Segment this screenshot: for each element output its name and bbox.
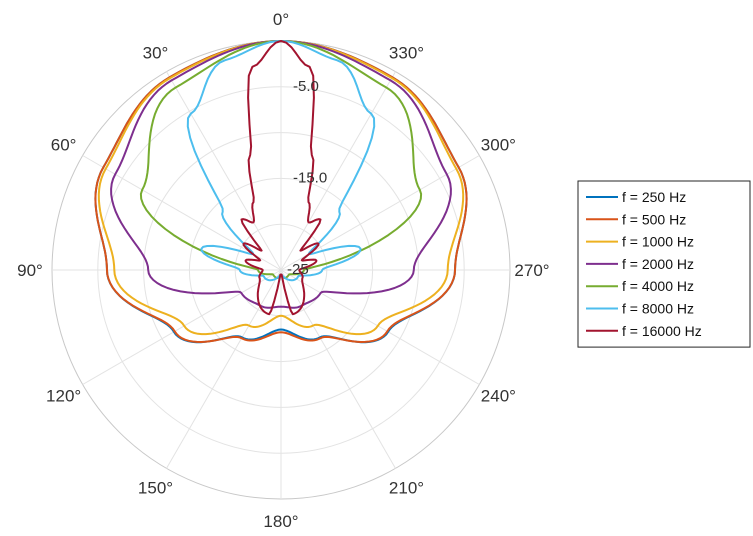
- angular-gridline: [166, 71, 282, 271]
- angle-tick-labels: 0° 30° 60° 90° 120° 150° 180° 210° 240° 270° 300° 3…: [17, 10, 549, 531]
- angle-tick-label: 180°: [263, 512, 298, 531]
- legend-entry-label: f = 1000 Hz: [622, 234, 694, 250]
- angular-gridline: [280, 269, 396, 469]
- legend-entry-label: f = 8000 Hz: [622, 301, 694, 317]
- angle-tick-label: 330°: [389, 44, 424, 63]
- angle-tick-label: 0°: [273, 10, 289, 29]
- angle-tick-label: 120°: [46, 387, 81, 406]
- angle-tick-label: 270°: [514, 261, 549, 280]
- angular-gridline: [82, 269, 282, 385]
- angle-tick-label: 30°: [143, 44, 169, 63]
- angular-gridline: [166, 269, 282, 469]
- legend-entry-label: f = 16000 Hz: [622, 323, 702, 339]
- radial-tick-label: -5.0: [293, 78, 319, 95]
- radial-tick-labels: -5.0 -15.0 -25: [287, 78, 327, 278]
- angle-tick-label: 90°: [17, 261, 43, 280]
- series-line-4: [110, 40, 452, 309]
- radial-tick-label: -15.0: [293, 169, 327, 186]
- angle-tick-label: 240°: [481, 387, 516, 406]
- legend-entry-label: f = 2000 Hz: [622, 256, 694, 272]
- radial-tick-label: -25: [287, 261, 309, 278]
- angular-gridline: [280, 269, 480, 385]
- angle-tick-label: 300°: [481, 136, 516, 155]
- angle-tick-label: 150°: [138, 478, 173, 497]
- angle-tick-label: 210°: [389, 478, 424, 497]
- series-line-7: [240, 40, 322, 316]
- angle-tick-label: 60°: [51, 136, 77, 155]
- legend-entry-label: f = 250 Hz: [622, 189, 686, 205]
- legend-entry-label: f = 4000 Hz: [622, 278, 694, 294]
- series-line-2: [94, 40, 468, 343]
- legend-entry-label: f = 500 Hz: [622, 211, 686, 227]
- series-line-3: [97, 40, 465, 336]
- series-layer: [94, 40, 468, 344]
- angular-gridline: [280, 71, 396, 271]
- polar-grid: [51, 40, 511, 500]
- legend: f = 250 Hz f = 500 Hz f = 1000 Hz f = 2000 …: [577, 180, 751, 348]
